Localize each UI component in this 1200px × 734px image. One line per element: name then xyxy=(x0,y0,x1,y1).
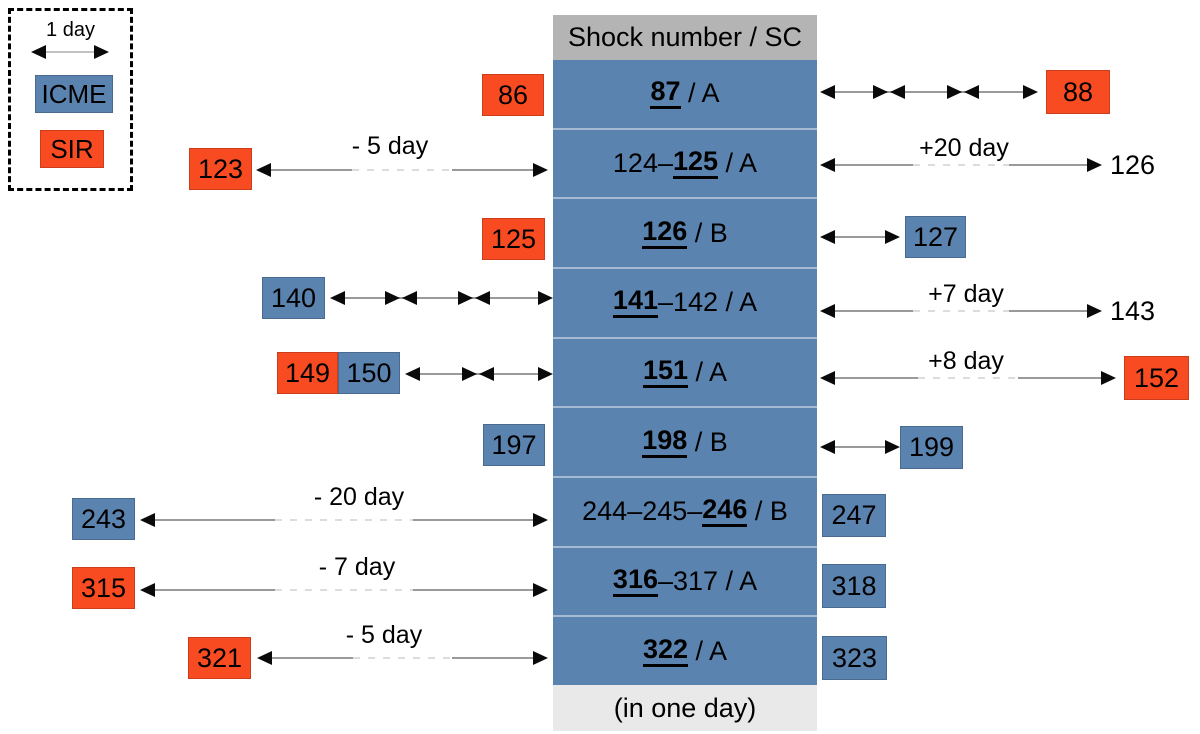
table-header: Shock number / SC xyxy=(553,15,817,60)
arrow-87-to-88 xyxy=(820,85,1038,99)
shock-row-244-245-246: 244–245– 246 / B xyxy=(553,476,817,546)
event-box-123: 123 xyxy=(189,148,252,190)
table-rows: 87 / A 124– 125 / A 126 / B 141 –142 / A 1… xyxy=(553,60,817,685)
event-box-86: 86 xyxy=(482,74,544,116)
event-box-125: 125 xyxy=(482,218,545,260)
offset-label-243: - 20 day xyxy=(313,483,405,511)
shock-row-198: 198 / B xyxy=(553,406,817,476)
arrow-126-to-127 xyxy=(820,230,900,244)
event-box-149: 149 xyxy=(277,352,338,394)
event-box-199: 199 xyxy=(900,426,963,469)
arrow-198-to-199 xyxy=(820,440,900,454)
offset-label-321: - 5 day xyxy=(345,621,423,649)
arrow-140-to-141 xyxy=(330,291,553,305)
event-box-140: 140 xyxy=(262,277,325,319)
event-text-126: 126 xyxy=(1110,150,1156,180)
shock-row-151: 151 / A xyxy=(553,336,817,407)
shock-row-124-125: 124– 125 / A xyxy=(553,127,817,198)
arrow-125-to-126 xyxy=(820,158,1102,172)
offset-label-123: - 5 day xyxy=(351,132,429,160)
event-box-152: 152 xyxy=(1124,356,1189,400)
event-box-150: 150 xyxy=(338,352,400,394)
legend-scale-label: 1 day xyxy=(46,19,95,41)
event-box-318: 318 xyxy=(822,564,886,608)
legend: 1 day ICME SIR xyxy=(8,8,133,191)
arrow-321-to-322 xyxy=(257,651,548,665)
legend-sir-chip: SIR xyxy=(40,130,104,168)
shock-row-322: 322 / A xyxy=(553,615,817,685)
shock-row-87: 87 / A xyxy=(650,76,720,110)
event-box-197: 197 xyxy=(483,424,545,466)
arrow-243-to-246 xyxy=(140,513,548,527)
event-box-321: 321 xyxy=(188,637,251,679)
arrow-315-to-316 xyxy=(140,583,548,597)
legend-scale-arrow xyxy=(31,45,109,59)
arrow-151-to-152 xyxy=(820,371,1116,385)
arrow-141-to-143 xyxy=(820,304,1102,318)
event-box-127: 127 xyxy=(905,216,966,258)
event-box-88: 88 xyxy=(1046,70,1110,114)
arrow-150-to-151 xyxy=(405,367,553,381)
shock-row-316-317: 316 –317 / A xyxy=(553,545,817,616)
offset-label-315: - 7 day xyxy=(318,553,396,581)
shock-table: Shock number / SC 87 / A 124– 125 / A 126… xyxy=(553,15,817,731)
offset-label-126: +20 day xyxy=(919,134,1009,162)
legend-icme-chip: ICME xyxy=(35,75,113,113)
offset-label-143: +7 day xyxy=(928,280,1004,308)
arrow-123-to-125 xyxy=(256,163,548,177)
event-box-247: 247 xyxy=(822,494,886,537)
event-box-243: 243 xyxy=(72,498,135,540)
table-footer: (in one day) xyxy=(553,685,817,731)
shock-row-126: 126 / B xyxy=(553,197,817,267)
offset-label-152: +8 day xyxy=(928,347,1004,375)
event-box-323: 323 xyxy=(822,636,887,680)
event-text-143: 143 xyxy=(1110,296,1156,326)
shock-row-141-142: 141 –142 / A xyxy=(553,267,817,337)
event-box-315: 315 xyxy=(72,567,135,609)
